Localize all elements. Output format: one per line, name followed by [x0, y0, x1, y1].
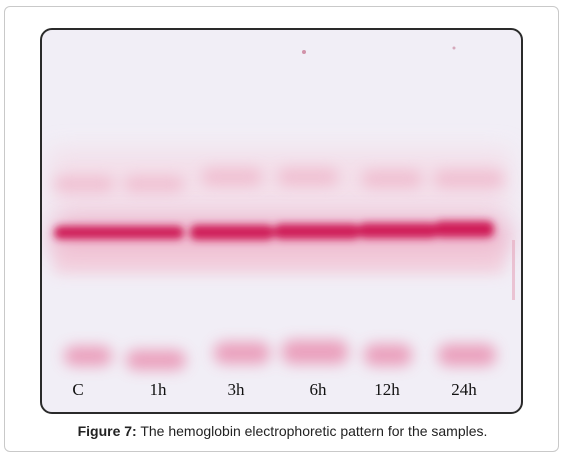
lane-label-c: C	[72, 380, 84, 399]
bottom-bands	[64, 340, 496, 370]
gel-image	[40, 28, 523, 414]
lane-label-12h: 12h	[374, 380, 400, 399]
lower-haze	[54, 244, 504, 274]
lane-label-1h: 1h	[149, 380, 167, 399]
faint-upper-bands	[54, 168, 504, 192]
gel-bands	[50, 46, 515, 370]
main-bands	[54, 221, 494, 241]
caption-text: The hemoglobin electrophoretic pattern f…	[136, 423, 488, 439]
lane-label-24h: 24h	[451, 380, 477, 399]
figure-caption: Figure 7: The hemoglobin electrophoretic…	[0, 423, 565, 439]
lane-label-3h: 3h	[227, 380, 245, 399]
edge-streak	[512, 240, 515, 300]
speck	[302, 50, 306, 54]
speck	[452, 46, 456, 50]
caption-label: Figure 7:	[77, 423, 137, 439]
lane-label-6h: 6h	[309, 380, 327, 399]
